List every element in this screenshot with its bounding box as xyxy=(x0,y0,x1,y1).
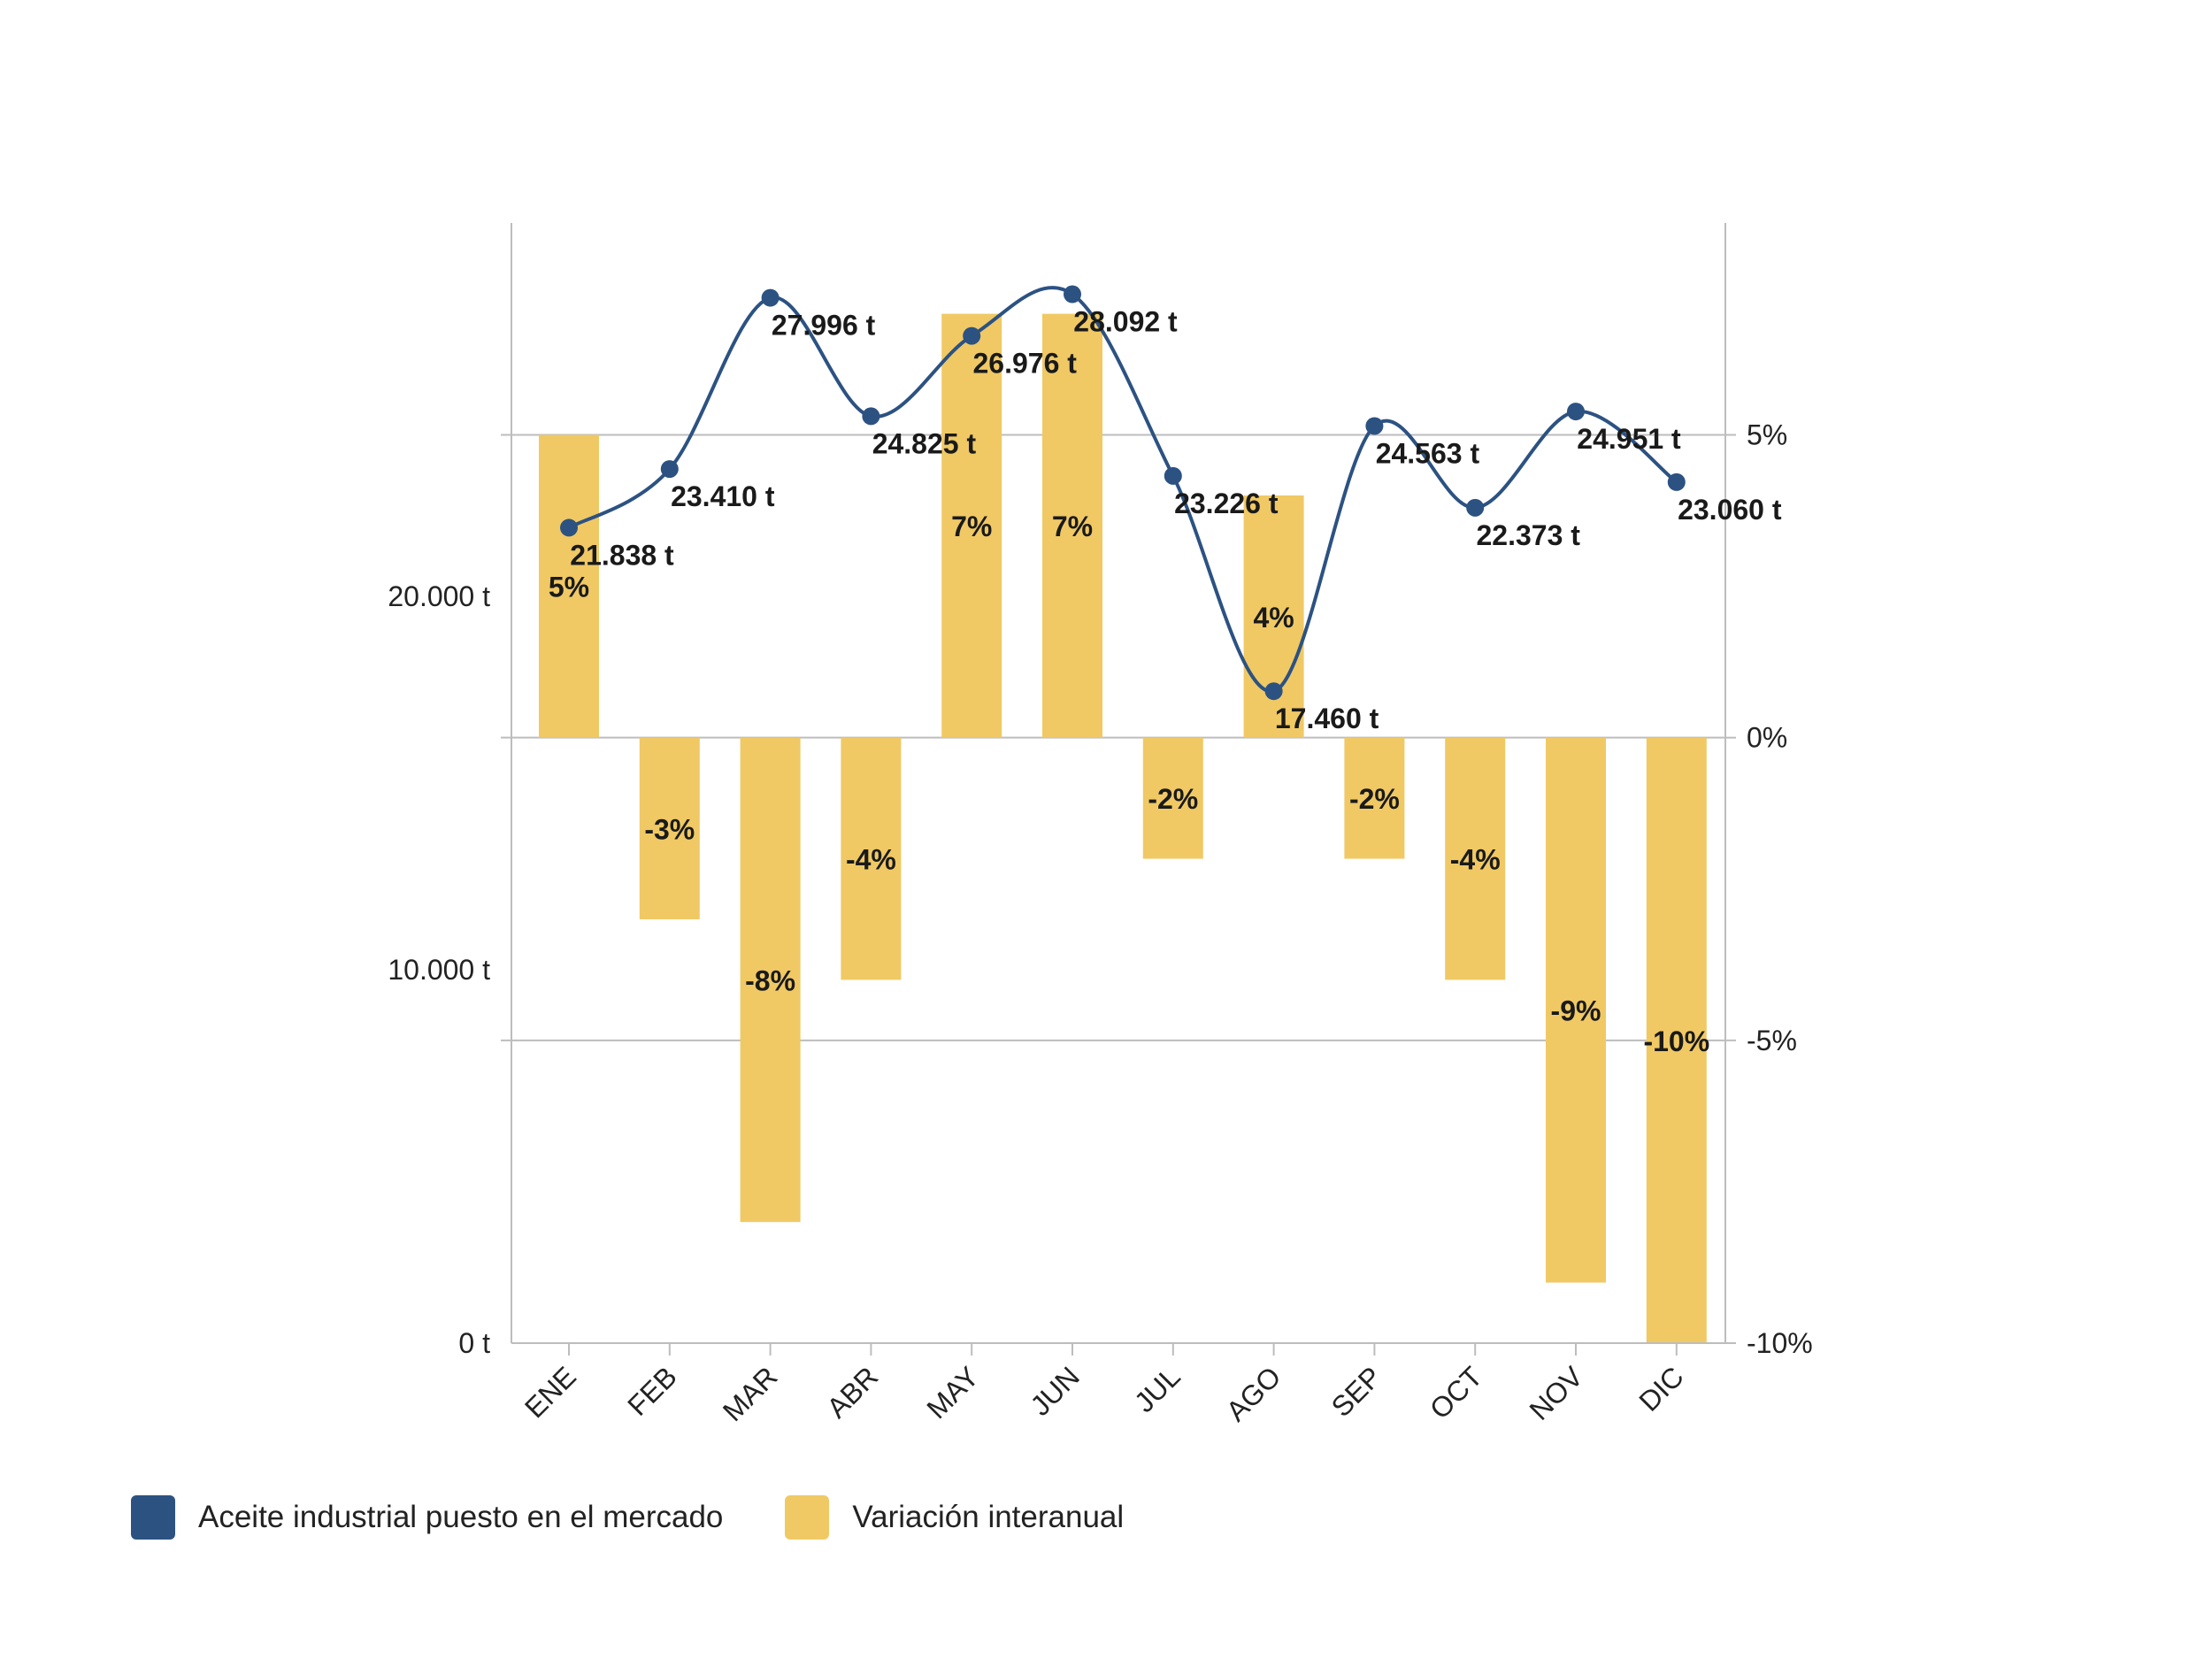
line-point-mar xyxy=(761,288,780,307)
legend-item-oil[interactable]: Aceite industrial puesto en el mercado xyxy=(131,1495,723,1540)
bar-oct xyxy=(1445,737,1506,980)
legend-label-oil: Aceite industrial puesto en el mercado xyxy=(198,1500,724,1534)
line-point-oct xyxy=(1466,498,1485,517)
bar-label-ago: 4% xyxy=(1253,602,1294,634)
x-axis-tick-label-may: MAY xyxy=(920,1360,985,1425)
line-point-dic xyxy=(1667,472,1686,491)
line-label-dic: 23.060 t xyxy=(1678,494,1782,526)
line-point-nov xyxy=(1567,403,1585,421)
line-layer xyxy=(560,285,1686,701)
x-axis-tick-label-ago: AGO xyxy=(1220,1360,1287,1427)
left-axis-tick-label: 0 t xyxy=(458,1327,490,1359)
line-point-may xyxy=(963,326,981,345)
bar-dic xyxy=(1646,737,1707,1343)
x-axis-tick-label-ene: ENE xyxy=(518,1360,582,1424)
line-label-sep: 24.563 t xyxy=(1376,437,1480,469)
line-point-ago xyxy=(1264,682,1283,701)
bar-label-nov: -9% xyxy=(1551,995,1601,1027)
bar-label-jul: -2% xyxy=(1148,783,1198,815)
bar-abr xyxy=(841,737,902,980)
legend-label-variation: Variación interanual xyxy=(852,1500,1125,1534)
bar-label-feb: -3% xyxy=(644,813,695,845)
bar-layer xyxy=(539,313,1707,1343)
x-axis-tick-label-sep: SEP xyxy=(1325,1360,1388,1423)
bar-label-jun: 7% xyxy=(1052,511,1093,542)
bar-label-ene: 5% xyxy=(549,572,589,603)
bar-feb xyxy=(639,737,700,919)
legend-item-variation[interactable]: Variación interanual xyxy=(785,1495,1124,1540)
line-label-jul: 23.226 t xyxy=(1174,488,1279,519)
label-layer: 5% -3% -8% -4% 7% 7% -2% 4% -2% -4% -9% -10% 21.838 … xyxy=(549,306,1782,1057)
line-point-jun xyxy=(1064,285,1081,303)
x-axis-tick-label-nov: NOV xyxy=(1523,1360,1589,1426)
line-label-ago: 17.460 t xyxy=(1275,703,1379,734)
x-axis-tick-label-jul: JUL xyxy=(1128,1360,1187,1418)
line-label-abr: 24.825 t xyxy=(872,427,977,459)
bar-ene xyxy=(539,434,599,738)
bar-jul xyxy=(1142,737,1203,859)
line-point-feb xyxy=(660,460,679,479)
bar-jun xyxy=(1042,313,1102,738)
line-label-nov: 24.951 t xyxy=(1577,423,1681,455)
line-label-may: 26.976 t xyxy=(972,348,1077,380)
x-axis-tick-label-abr: ABR xyxy=(820,1360,884,1424)
bar-nov xyxy=(1546,737,1606,1283)
bar-label-may: 7% xyxy=(951,511,992,542)
bar-mar xyxy=(740,737,801,1223)
x-axis-tick-label-dic: DIC xyxy=(1632,1360,1689,1417)
line-point-sep xyxy=(1365,417,1384,435)
x-axis-tick-label-feb: FEB xyxy=(621,1360,682,1421)
grid-layer xyxy=(501,434,1725,1041)
right-axis-tick-label: -5% xyxy=(1747,1025,1797,1056)
line-label-mar: 27.996 t xyxy=(772,310,876,342)
bar-label-dic: -10% xyxy=(1643,1025,1709,1057)
legend-swatch-oil xyxy=(131,1495,175,1540)
legend: Aceite industrial puesto en el mercado V… xyxy=(131,1495,1186,1540)
right-axis-tick-label: 5% xyxy=(1747,419,1787,451)
line-label-oct: 22.373 t xyxy=(1476,519,1580,551)
line-label-jun: 28.092 t xyxy=(1073,306,1178,338)
line-label-ene: 21.838 t xyxy=(570,539,674,571)
right-axis-tick-label: -10% xyxy=(1747,1327,1813,1359)
bar-may xyxy=(941,313,1002,738)
bar-label-mar: -8% xyxy=(745,964,795,996)
bar-label-sep: -2% xyxy=(1349,783,1400,815)
legend-swatch-variation xyxy=(785,1495,830,1540)
x-axis-tick-label-jun: JUN xyxy=(1024,1360,1085,1421)
x-axis-tick-label-oct: OCT xyxy=(1424,1360,1488,1425)
x-axis-tick-label-mar: MAR xyxy=(717,1360,784,1427)
line-point-ene xyxy=(560,518,578,537)
right-axis-tick-label: 0% xyxy=(1747,722,1787,754)
line-label-feb: 23.410 t xyxy=(671,480,775,512)
line-point-jul xyxy=(1164,466,1182,485)
left-axis-tick-label: 10.000 t xyxy=(388,954,490,986)
line-point-abr xyxy=(862,407,880,426)
bar-sep xyxy=(1344,737,1405,859)
bar-label-oct: -4% xyxy=(1450,844,1501,876)
left-axis-tick-label: 20.000 t xyxy=(388,580,490,612)
bar-label-abr: -4% xyxy=(846,844,896,876)
